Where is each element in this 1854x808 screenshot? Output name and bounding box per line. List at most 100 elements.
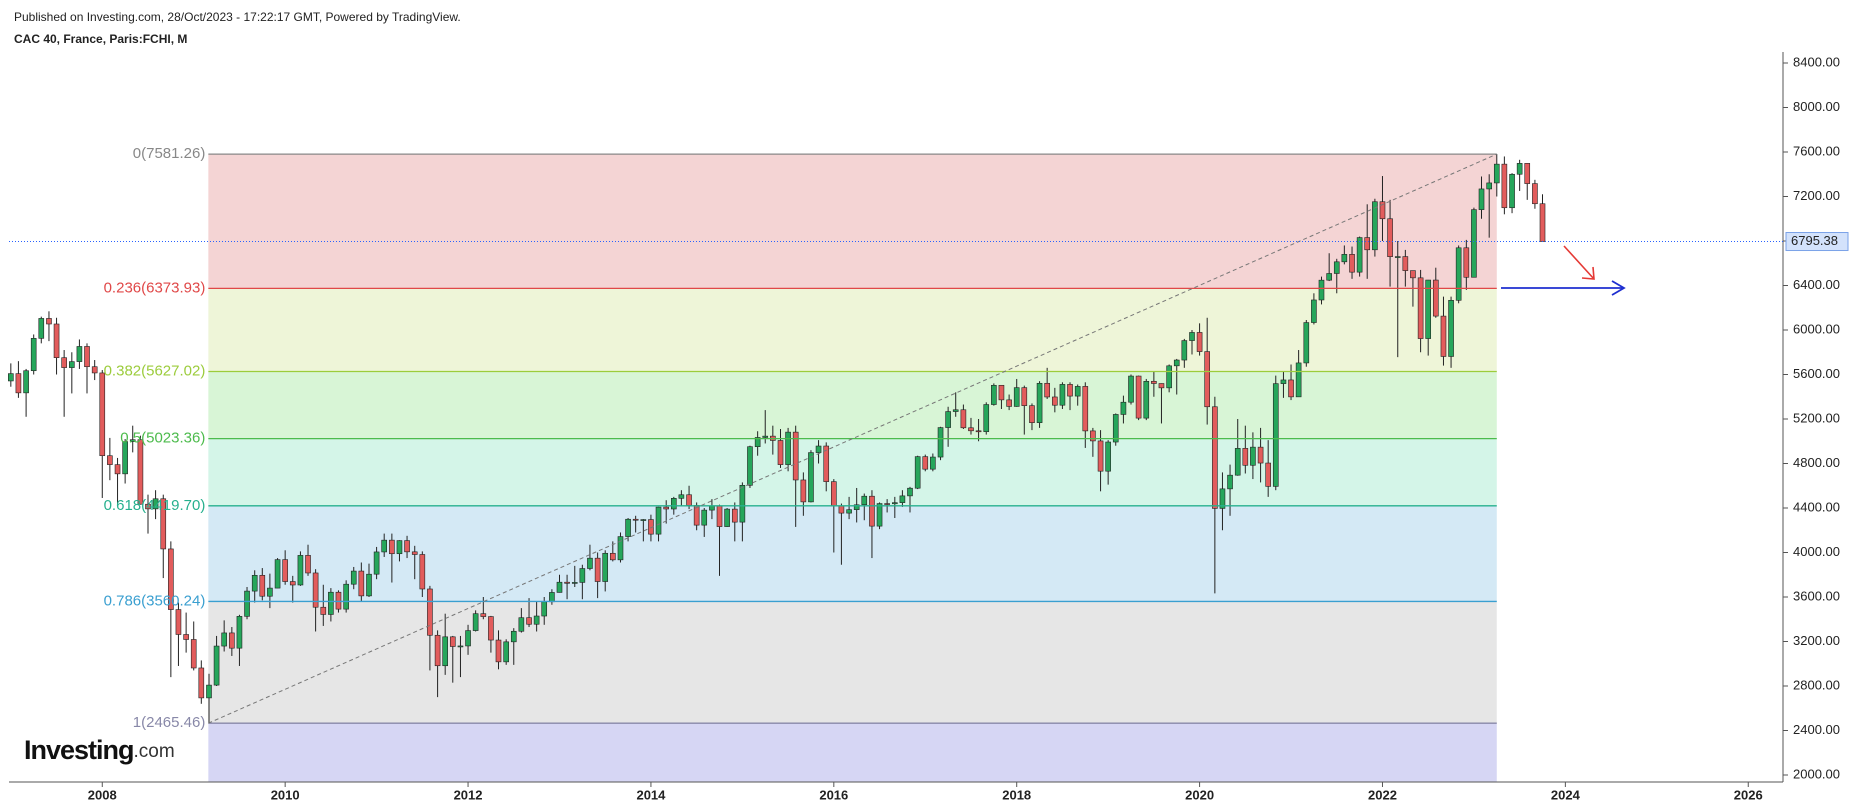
candle-body: [678, 494, 685, 499]
candle-body: [1303, 322, 1310, 364]
candle-body: [411, 551, 418, 555]
candle-body: [175, 609, 182, 635]
candle-body: [724, 508, 730, 527]
publisher: Published on Investing.com, 28/Oct/2023 …: [14, 10, 461, 24]
fib-level-label: 0.786(3560.24): [104, 592, 206, 609]
candle-body: [1234, 448, 1241, 476]
candle-body: [129, 439, 136, 442]
logo: Investing.com: [24, 735, 175, 765]
fib-zone: [208, 723, 1497, 782]
candle-body: [1532, 183, 1538, 205]
candle-body: [831, 481, 837, 507]
candle-body: [1143, 380, 1150, 419]
candle-body: [442, 636, 448, 667]
candle-body: [1173, 359, 1180, 367]
x-tick-label: 2020: [1185, 787, 1214, 802]
candle-body: [38, 318, 45, 339]
candle-body: [945, 411, 951, 428]
candle-body: [952, 409, 959, 412]
candle-body: [709, 505, 715, 511]
candle-body: [1372, 201, 1378, 251]
candle-body: [53, 323, 60, 359]
candle-body: [1448, 299, 1454, 357]
candle-body: [838, 505, 845, 514]
fib-zone: [208, 288, 1497, 372]
candle-body: [1257, 446, 1264, 464]
red-arrow: [1563, 245, 1595, 280]
candle-body: [1349, 254, 1355, 273]
y-tick-label: 4800.00: [1793, 455, 1840, 470]
candle-body: [1463, 247, 1470, 278]
candle-body: [320, 606, 327, 615]
candle-body: [663, 506, 670, 510]
candle-body: [1006, 399, 1012, 407]
candle-body: [1539, 203, 1546, 242]
candle-body: [1219, 488, 1226, 509]
candle-body: [1402, 256, 1409, 271]
candle-body: [457, 645, 464, 648]
candle-body: [381, 539, 387, 553]
candle-body: [1112, 414, 1119, 443]
candle-body: [99, 372, 106, 457]
candle-body: [823, 445, 830, 482]
candle-body: [488, 616, 494, 641]
candle-body: [1120, 401, 1127, 415]
candle-body: [206, 684, 212, 699]
candle-body: [1166, 365, 1172, 389]
candle-body: [1021, 387, 1028, 406]
candle-body: [1341, 254, 1348, 263]
candle-body: [91, 366, 98, 374]
candle-body: [1509, 173, 1515, 209]
logo-suffix: .com: [134, 741, 175, 762]
candle-body: [655, 506, 662, 535]
candle-body: [168, 548, 174, 610]
fib-level-label: 0.5(5023.36): [120, 430, 205, 447]
candle-body: [1379, 201, 1386, 220]
candle-body: [1272, 383, 1279, 487]
candles: [8, 154, 1546, 724]
candle-body: [526, 617, 532, 625]
last-price-label: 6795.38: [1791, 233, 1838, 248]
candle-body: [229, 632, 235, 649]
y-tick-label: 2400.00: [1793, 722, 1840, 737]
candle-body: [152, 498, 159, 510]
y-tick-label: 8400.00: [1793, 54, 1840, 69]
candle-body: [1151, 380, 1157, 384]
candle-body: [1074, 386, 1081, 397]
y-tick-label: 4400.00: [1793, 499, 1840, 514]
candle-body: [602, 552, 609, 582]
candle-body: [137, 439, 144, 505]
candle-body: [236, 616, 243, 649]
y-tick-label: 4000.00: [1793, 544, 1840, 559]
fib-zone: [208, 438, 1497, 506]
candle-body: [1440, 315, 1447, 357]
candle-body: [328, 591, 334, 615]
fib-zone: [208, 601, 1497, 724]
candle-body: [556, 581, 563, 593]
candle-body: [396, 540, 403, 555]
candle-body: [221, 632, 227, 647]
candle-body: [1493, 163, 1500, 184]
candle-body: [747, 446, 753, 486]
arrow-head: [1611, 280, 1626, 296]
candle-body: [800, 479, 807, 503]
candle-body: [312, 572, 319, 608]
candle-body: [609, 552, 616, 561]
candle-body: [61, 357, 67, 368]
candle-body: [1250, 446, 1256, 466]
candle-body: [960, 409, 967, 429]
candle-body: [777, 440, 784, 465]
y-tick-label: 3200.00: [1793, 633, 1840, 648]
candle-body: [983, 404, 990, 432]
candle-body: [754, 437, 761, 448]
candle-body: [686, 494, 692, 506]
candle-body: [1425, 279, 1432, 339]
candle-body: [305, 555, 311, 574]
x-tick-label: 2026: [1734, 787, 1763, 802]
candle-body: [968, 427, 974, 432]
fib-trend-line: [208, 153, 1497, 724]
candle-body: [282, 559, 288, 582]
candle-body: [739, 485, 746, 523]
fib-level-label: 0.382(5627.02): [104, 362, 206, 379]
